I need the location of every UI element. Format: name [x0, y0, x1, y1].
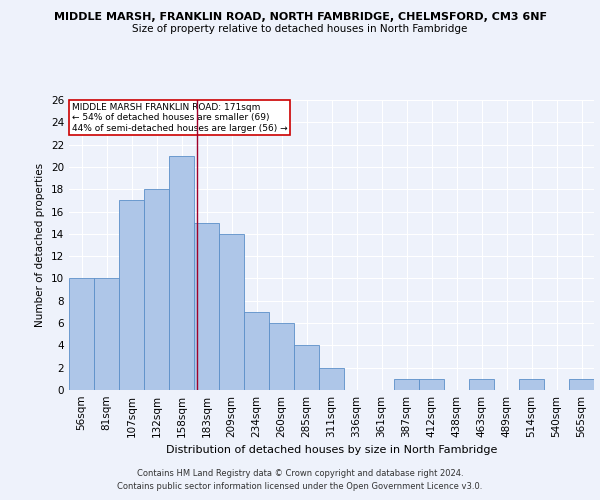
Bar [169, 156, 194, 390]
Text: Contains public sector information licensed under the Open Government Licence v3: Contains public sector information licen… [118, 482, 482, 491]
Bar [119, 200, 144, 390]
Bar [419, 379, 444, 390]
X-axis label: Distribution of detached houses by size in North Fambridge: Distribution of detached houses by size … [166, 446, 497, 456]
Bar [244, 312, 269, 390]
Text: MIDDLE MARSH FRANKLIN ROAD: 171sqm
← 54% of detached houses are smaller (69)
44%: MIDDLE MARSH FRANKLIN ROAD: 171sqm ← 54%… [71, 103, 287, 132]
Bar [194, 222, 219, 390]
Bar [69, 278, 94, 390]
Bar [394, 379, 419, 390]
Text: Size of property relative to detached houses in North Fambridge: Size of property relative to detached ho… [133, 24, 467, 34]
Bar [94, 278, 119, 390]
Bar [469, 379, 494, 390]
Bar [269, 323, 294, 390]
Bar [569, 379, 594, 390]
Text: MIDDLE MARSH, FRANKLIN ROAD, NORTH FAMBRIDGE, CHELMSFORD, CM3 6NF: MIDDLE MARSH, FRANKLIN ROAD, NORTH FAMBR… [53, 12, 547, 22]
Bar [144, 189, 169, 390]
Bar [319, 368, 344, 390]
Text: Contains HM Land Registry data © Crown copyright and database right 2024.: Contains HM Land Registry data © Crown c… [137, 468, 463, 477]
Y-axis label: Number of detached properties: Number of detached properties [35, 163, 46, 327]
Bar [219, 234, 244, 390]
Bar [519, 379, 544, 390]
Bar [294, 346, 319, 390]
